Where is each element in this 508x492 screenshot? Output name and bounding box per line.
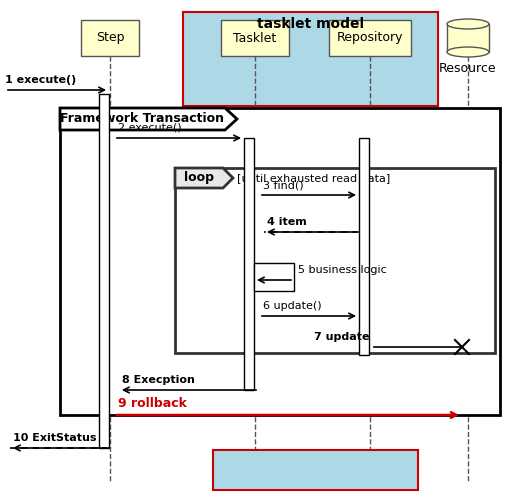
Bar bbox=[244, 138, 254, 390]
Polygon shape bbox=[175, 168, 233, 188]
Text: 4 item: 4 item bbox=[267, 217, 307, 227]
Text: [until exhausted read data]: [until exhausted read data] bbox=[237, 173, 390, 183]
Bar bbox=[175, 168, 495, 353]
Text: Framework Transaction: Framework Transaction bbox=[60, 113, 225, 125]
Text: 6 update(): 6 update() bbox=[263, 301, 322, 311]
Ellipse shape bbox=[447, 47, 489, 57]
Polygon shape bbox=[60, 108, 237, 130]
Bar bbox=[447, 24, 489, 52]
Text: tasklet model: tasklet model bbox=[257, 17, 364, 31]
Text: 5 business logic: 5 business logic bbox=[298, 265, 387, 275]
Bar bbox=[221, 20, 289, 56]
Text: Step: Step bbox=[96, 31, 124, 44]
Text: 3 find(): 3 find() bbox=[263, 180, 304, 190]
Text: 7 update: 7 update bbox=[314, 332, 369, 342]
Text: Resource: Resource bbox=[439, 62, 497, 74]
Text: loop: loop bbox=[184, 172, 214, 184]
Bar bbox=[329, 20, 411, 56]
Bar bbox=[183, 12, 438, 106]
Bar bbox=[359, 138, 369, 355]
Text: 1 execute(): 1 execute() bbox=[5, 75, 76, 85]
Bar bbox=[213, 450, 418, 490]
Text: Repository: Repository bbox=[337, 31, 403, 44]
Text: 10 ExitStatus: 10 ExitStatus bbox=[13, 433, 97, 443]
Text: 9 rollback: 9 rollback bbox=[118, 397, 187, 410]
Text: Tasklet: Tasklet bbox=[233, 31, 277, 44]
Ellipse shape bbox=[447, 19, 489, 29]
Bar bbox=[60, 108, 500, 415]
Text: 2 execute(): 2 execute() bbox=[118, 123, 182, 133]
Bar bbox=[99, 94, 109, 448]
Text: 8 Execption: 8 Execption bbox=[122, 375, 195, 385]
Bar bbox=[81, 20, 139, 56]
Bar bbox=[254, 263, 294, 291]
